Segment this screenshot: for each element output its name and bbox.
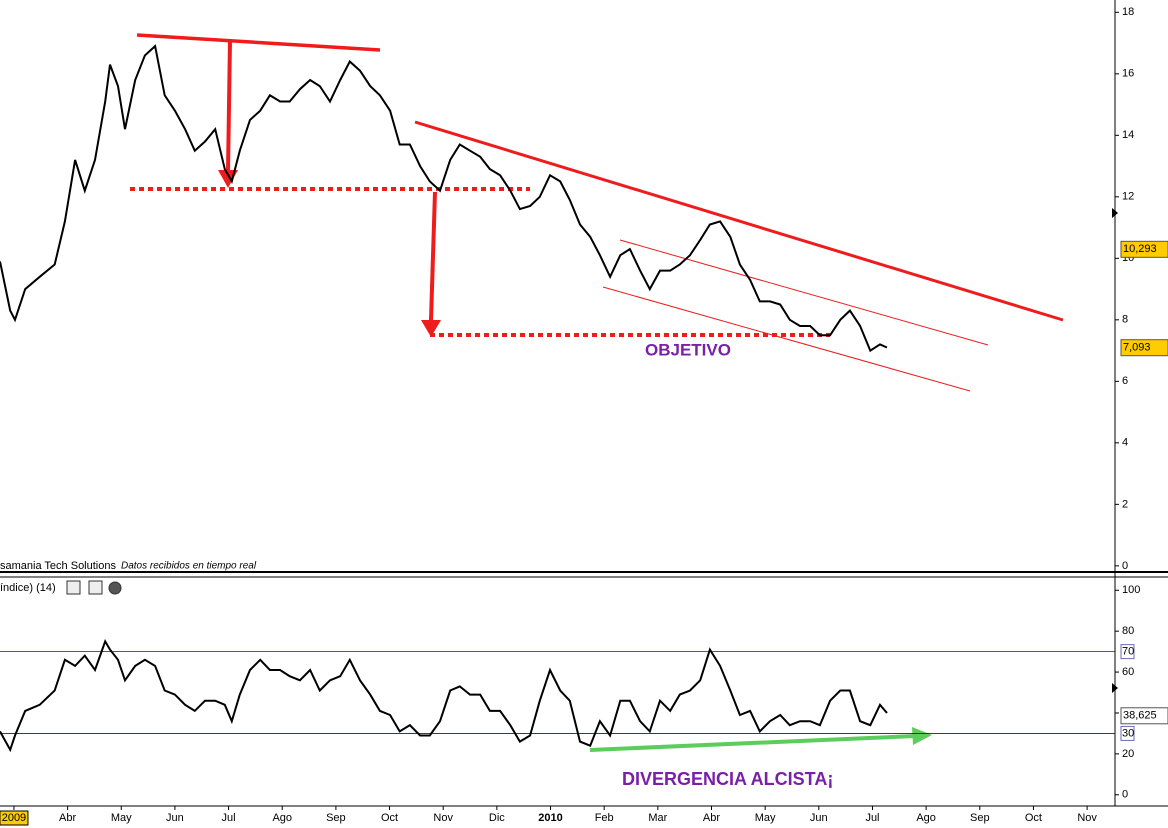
x-tick-label: Mar bbox=[648, 812, 667, 824]
value-marker-label: 10,293 bbox=[1123, 243, 1157, 255]
y-tick-label: 0 bbox=[1122, 560, 1128, 572]
y-tick-label: 60 bbox=[1122, 666, 1134, 678]
annotation: OBJETIVO bbox=[645, 340, 731, 359]
x-tick-label: Feb bbox=[595, 812, 614, 824]
x-tick-label: Jul bbox=[865, 812, 879, 824]
x-tick-label: Abr bbox=[703, 812, 720, 824]
y-tick-label: 14 bbox=[1122, 129, 1134, 141]
y-tick-label: 8 bbox=[1122, 314, 1128, 326]
indicator-title: índice) (14) bbox=[0, 582, 56, 594]
divergence-arrow bbox=[589, 727, 932, 752]
y-tick-label: 6 bbox=[1122, 375, 1128, 387]
x-tick-label: Jul bbox=[222, 812, 236, 824]
x-tick-label: Ago bbox=[916, 812, 936, 824]
x-tick-label: Oct bbox=[1025, 812, 1042, 824]
value-marker bbox=[1120, 707, 1168, 725]
annotation: DIVERGENCIA ALCISTA¡ bbox=[622, 769, 833, 789]
line bbox=[0, 44, 888, 353]
y-tick-label: 4 bbox=[1122, 437, 1128, 449]
value-marker bbox=[1120, 240, 1168, 258]
y-tick-label: 18 bbox=[1122, 6, 1134, 18]
value-marker bbox=[1120, 339, 1168, 357]
annotations bbox=[130, 33, 1064, 392]
reference-label: 70 bbox=[1122, 646, 1134, 658]
x-tick-label: 2009 bbox=[2, 812, 26, 824]
reference-label-box bbox=[1120, 644, 1135, 660]
value-marker-label: 38,625 bbox=[1123, 710, 1157, 722]
x-tick-label: 2010 bbox=[538, 812, 562, 824]
x-tick-label: Nov bbox=[433, 812, 453, 824]
reference-label: 30 bbox=[1122, 727, 1134, 739]
note: Datos recibidos en tiempo real bbox=[121, 561, 257, 572]
indicator-icons[interactable] bbox=[66, 580, 122, 595]
x-tick-label: Nov bbox=[1077, 812, 1097, 824]
y-tick-label: 80 bbox=[1122, 625, 1134, 637]
x-tick-label: May bbox=[111, 812, 132, 824]
axis-arrow bbox=[1112, 683, 1118, 693]
x-tick-label: Jun bbox=[810, 812, 828, 824]
line bbox=[0, 639, 888, 753]
y-tick-label: 0 bbox=[1122, 789, 1128, 801]
x-label-box bbox=[0, 810, 29, 826]
x-tick-label: Oct bbox=[381, 812, 398, 824]
y-tick-label: 2 bbox=[1122, 498, 1128, 510]
y-tick-label: 12 bbox=[1122, 191, 1134, 203]
y-tick-label: 20 bbox=[1122, 748, 1134, 760]
x-tick-label: Abr bbox=[59, 812, 76, 824]
axis-arrow bbox=[1112, 208, 1118, 218]
x-tick-label: Sep bbox=[970, 812, 990, 824]
y-tick-label: 100 bbox=[1122, 584, 1140, 596]
x-tick-label: Sep bbox=[326, 812, 346, 824]
y-tick-label: 16 bbox=[1122, 68, 1134, 80]
source: samania Tech Solutions bbox=[0, 560, 116, 572]
reference-label-box bbox=[1120, 725, 1135, 741]
value-marker-label: 7,093 bbox=[1123, 342, 1151, 354]
x-tick-label: Jun bbox=[166, 812, 184, 824]
x-tick-label: Dic bbox=[489, 812, 505, 824]
x-tick-label: Ago bbox=[272, 812, 292, 824]
x-tick-label: May bbox=[755, 812, 776, 824]
